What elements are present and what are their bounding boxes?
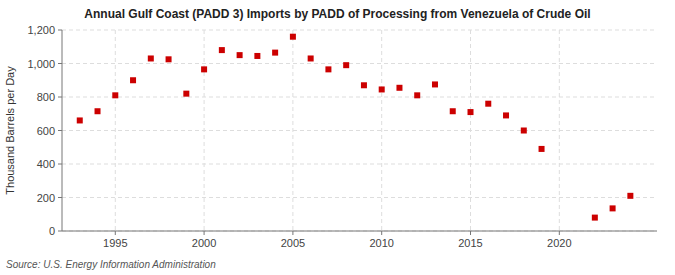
point [290, 34, 296, 40]
x-tick [115, 231, 116, 235]
point [166, 56, 172, 62]
point [219, 47, 225, 53]
points [77, 34, 634, 221]
x-grid-line [470, 30, 471, 231]
y-axis-line [62, 30, 63, 231]
chart: Annual Gulf Coast (PADD 3) Imports by PA… [0, 0, 675, 275]
point [183, 91, 189, 97]
x-tick [292, 231, 293, 235]
x-tick-label: 2020 [547, 237, 571, 249]
point [468, 109, 474, 115]
point [521, 128, 527, 134]
y-tick-label: 800 [37, 91, 55, 103]
x-tick [204, 231, 205, 235]
y-tick [58, 197, 62, 198]
y-tick [58, 130, 62, 131]
x-grid-line [559, 30, 560, 231]
point [343, 62, 349, 68]
point [610, 205, 616, 211]
x-tick-label: 2000 [192, 237, 216, 249]
y-axis-label: Thousand Barrels per Day [4, 66, 16, 195]
x-tick [381, 231, 382, 235]
point [308, 55, 314, 61]
point [95, 108, 101, 114]
point [379, 86, 385, 92]
x-axis-line [62, 231, 657, 232]
y-tick-label: 1,200 [27, 24, 55, 36]
y-tick-label: 0 [49, 225, 55, 237]
x-tick-label: 2010 [369, 237, 393, 249]
y-grid-line [62, 30, 657, 31]
point [361, 82, 367, 88]
y-grid-line [62, 97, 657, 98]
point [112, 92, 118, 98]
point [148, 55, 154, 61]
y-tick [58, 231, 62, 232]
x-tick [559, 231, 560, 235]
point [77, 117, 83, 123]
y-tick-label: 1,000 [27, 58, 55, 70]
y-tick [58, 63, 62, 64]
x-tick-label: 1995 [103, 237, 127, 249]
x-tick [470, 231, 471, 235]
point [450, 108, 456, 114]
x-grid-line [204, 30, 205, 231]
point [627, 193, 633, 199]
y-tick [58, 97, 62, 98]
y-tick-label: 200 [37, 192, 55, 204]
y-grid-line [62, 164, 657, 165]
y-grid-line [62, 63, 657, 64]
point [237, 52, 243, 58]
x-grid-line [115, 30, 116, 231]
y-tick [58, 164, 62, 165]
axes: 0 200 400 600 800 1,000 1,200 1995 2000 2005 2010 2… [27, 24, 657, 249]
point [503, 112, 509, 118]
grid [62, 30, 657, 231]
point [396, 85, 402, 91]
y-tick [58, 30, 62, 31]
y-tick-label: 400 [37, 158, 55, 170]
point [592, 215, 598, 221]
y-grid-line [62, 231, 657, 232]
point [272, 50, 278, 56]
x-grid-line [292, 30, 293, 231]
x-tick-label: 2005 [281, 237, 305, 249]
point [130, 77, 136, 83]
point [254, 53, 260, 59]
x-tick-label: 2015 [458, 237, 482, 249]
point [539, 146, 545, 152]
point [325, 66, 331, 72]
y-grid-line [62, 130, 657, 131]
point [201, 66, 207, 72]
x-grid-line [381, 30, 382, 231]
y-tick-label: 600 [37, 125, 55, 137]
y-grid-line [62, 197, 657, 198]
point [414, 92, 420, 98]
source: Source: U.S. Energy Information Administ… [6, 259, 216, 270]
page: {"chart_data": { "type": "scatter", "tit… [0, 0, 675, 275]
title: Annual Gulf Coast (PADD 3) Imports by PA… [84, 7, 590, 21]
point [432, 81, 438, 87]
point [485, 101, 491, 107]
